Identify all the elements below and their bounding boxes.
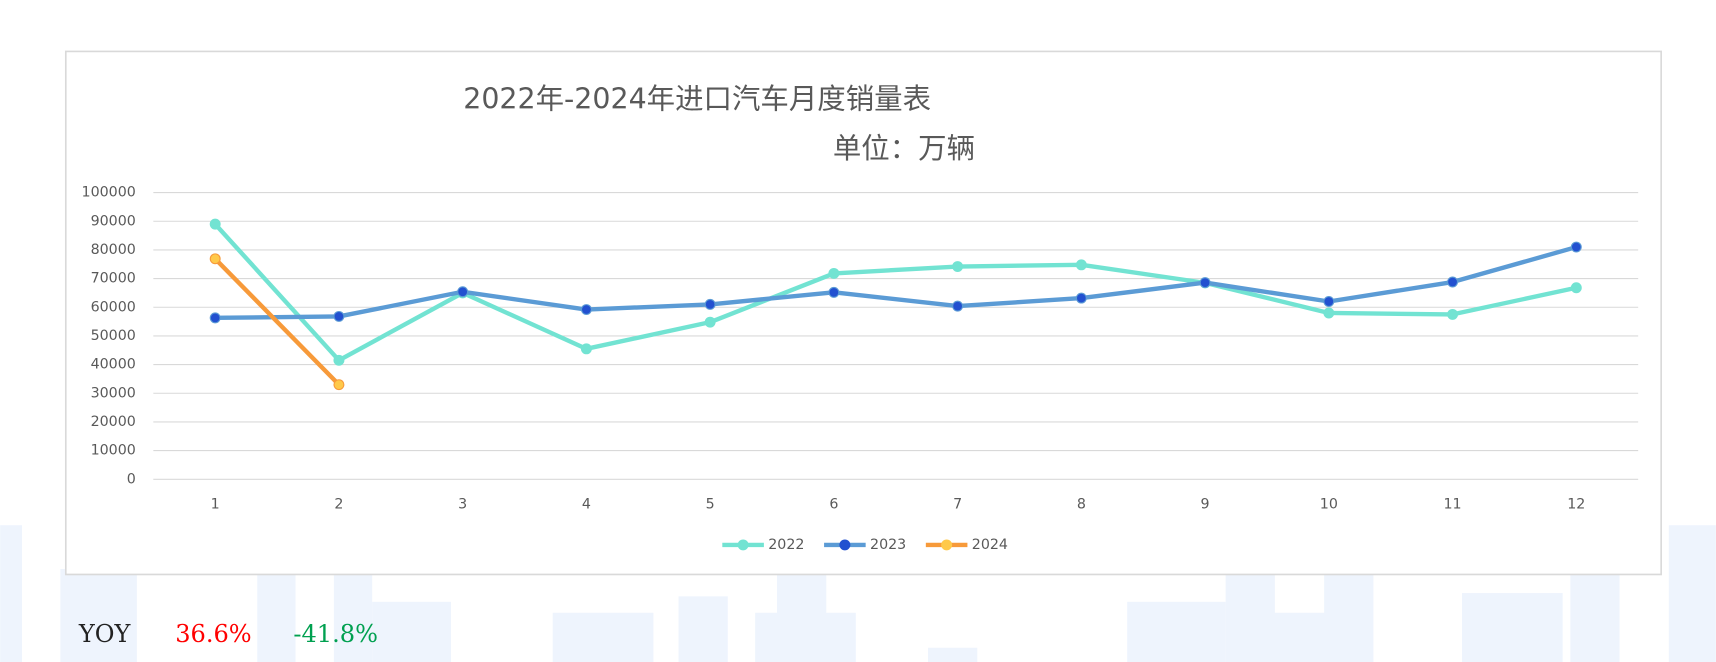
yoy-value: 36.6% [175, 620, 251, 648]
y-tick-label: 100000 [82, 185, 136, 201]
data-point [952, 261, 964, 273]
series-line [213, 222, 1577, 363]
data-point [1447, 276, 1459, 288]
data-point [1570, 241, 1582, 253]
x-tick-label: 10 [1320, 496, 1338, 512]
data-point [209, 253, 221, 265]
yoy-value: -41.8% [293, 620, 378, 648]
data-point [457, 286, 469, 298]
x-tick-label: 1 [211, 496, 220, 512]
data-point [333, 354, 345, 366]
y-tick-label: 70000 [91, 271, 136, 287]
y-tick-label: 30000 [91, 385, 136, 401]
y-tick-label: 90000 [91, 213, 136, 229]
data-point [1075, 259, 1087, 271]
data-point [1447, 308, 1459, 320]
data-point [1323, 296, 1335, 307]
data-point [580, 304, 592, 316]
legend-label: 2024 [972, 537, 1008, 553]
data-point [580, 343, 592, 355]
x-tick-label: 3 [458, 496, 467, 512]
data-point [704, 298, 716, 310]
data-point [333, 379, 345, 391]
x-tick-label: 11 [1444, 496, 1462, 512]
data-point [333, 310, 345, 322]
series-line [215, 244, 1577, 321]
data-point [1075, 292, 1087, 304]
x-tick-label: 2 [334, 496, 343, 512]
y-tick-label: 10000 [91, 443, 136, 459]
x-tick-label: 9 [1201, 496, 1210, 512]
chart-title: 2022年-2024年进口汽车月度销量表 [463, 83, 931, 116]
data-point [828, 286, 840, 298]
data-point [952, 300, 964, 312]
data-point [1570, 282, 1582, 294]
y-tick-label: 80000 [91, 242, 136, 258]
data-point [704, 316, 716, 328]
data-point [209, 312, 221, 324]
x-tick-label: 8 [1077, 496, 1086, 512]
y-tick-label: 60000 [91, 299, 136, 315]
x-tick-label: 5 [706, 496, 715, 512]
x-tick-label: 7 [953, 496, 962, 512]
y-tick-label: 20000 [91, 414, 136, 430]
legend-marker [737, 539, 749, 551]
legend-label: 2023 [870, 537, 906, 553]
background-decoration [0, 525, 1716, 662]
x-tick-label: 12 [1567, 496, 1585, 512]
series-line [213, 257, 341, 387]
y-tick-label: 50000 [91, 328, 136, 344]
data-point [1323, 307, 1335, 319]
data-point [209, 218, 221, 230]
x-tick-label: 4 [582, 496, 591, 512]
data-point [828, 267, 840, 279]
x-tick-label: 6 [829, 496, 838, 512]
y-tick-label: 40000 [91, 357, 136, 373]
chart-subtitle: 单位：万辆 [833, 132, 975, 165]
y-tick-label: 0 [127, 471, 136, 487]
data-point [1199, 277, 1211, 289]
legend-marker [839, 539, 851, 551]
yoy-label: YOY [78, 620, 132, 648]
legend-marker [941, 539, 953, 551]
legend-label: 2022 [768, 537, 804, 553]
